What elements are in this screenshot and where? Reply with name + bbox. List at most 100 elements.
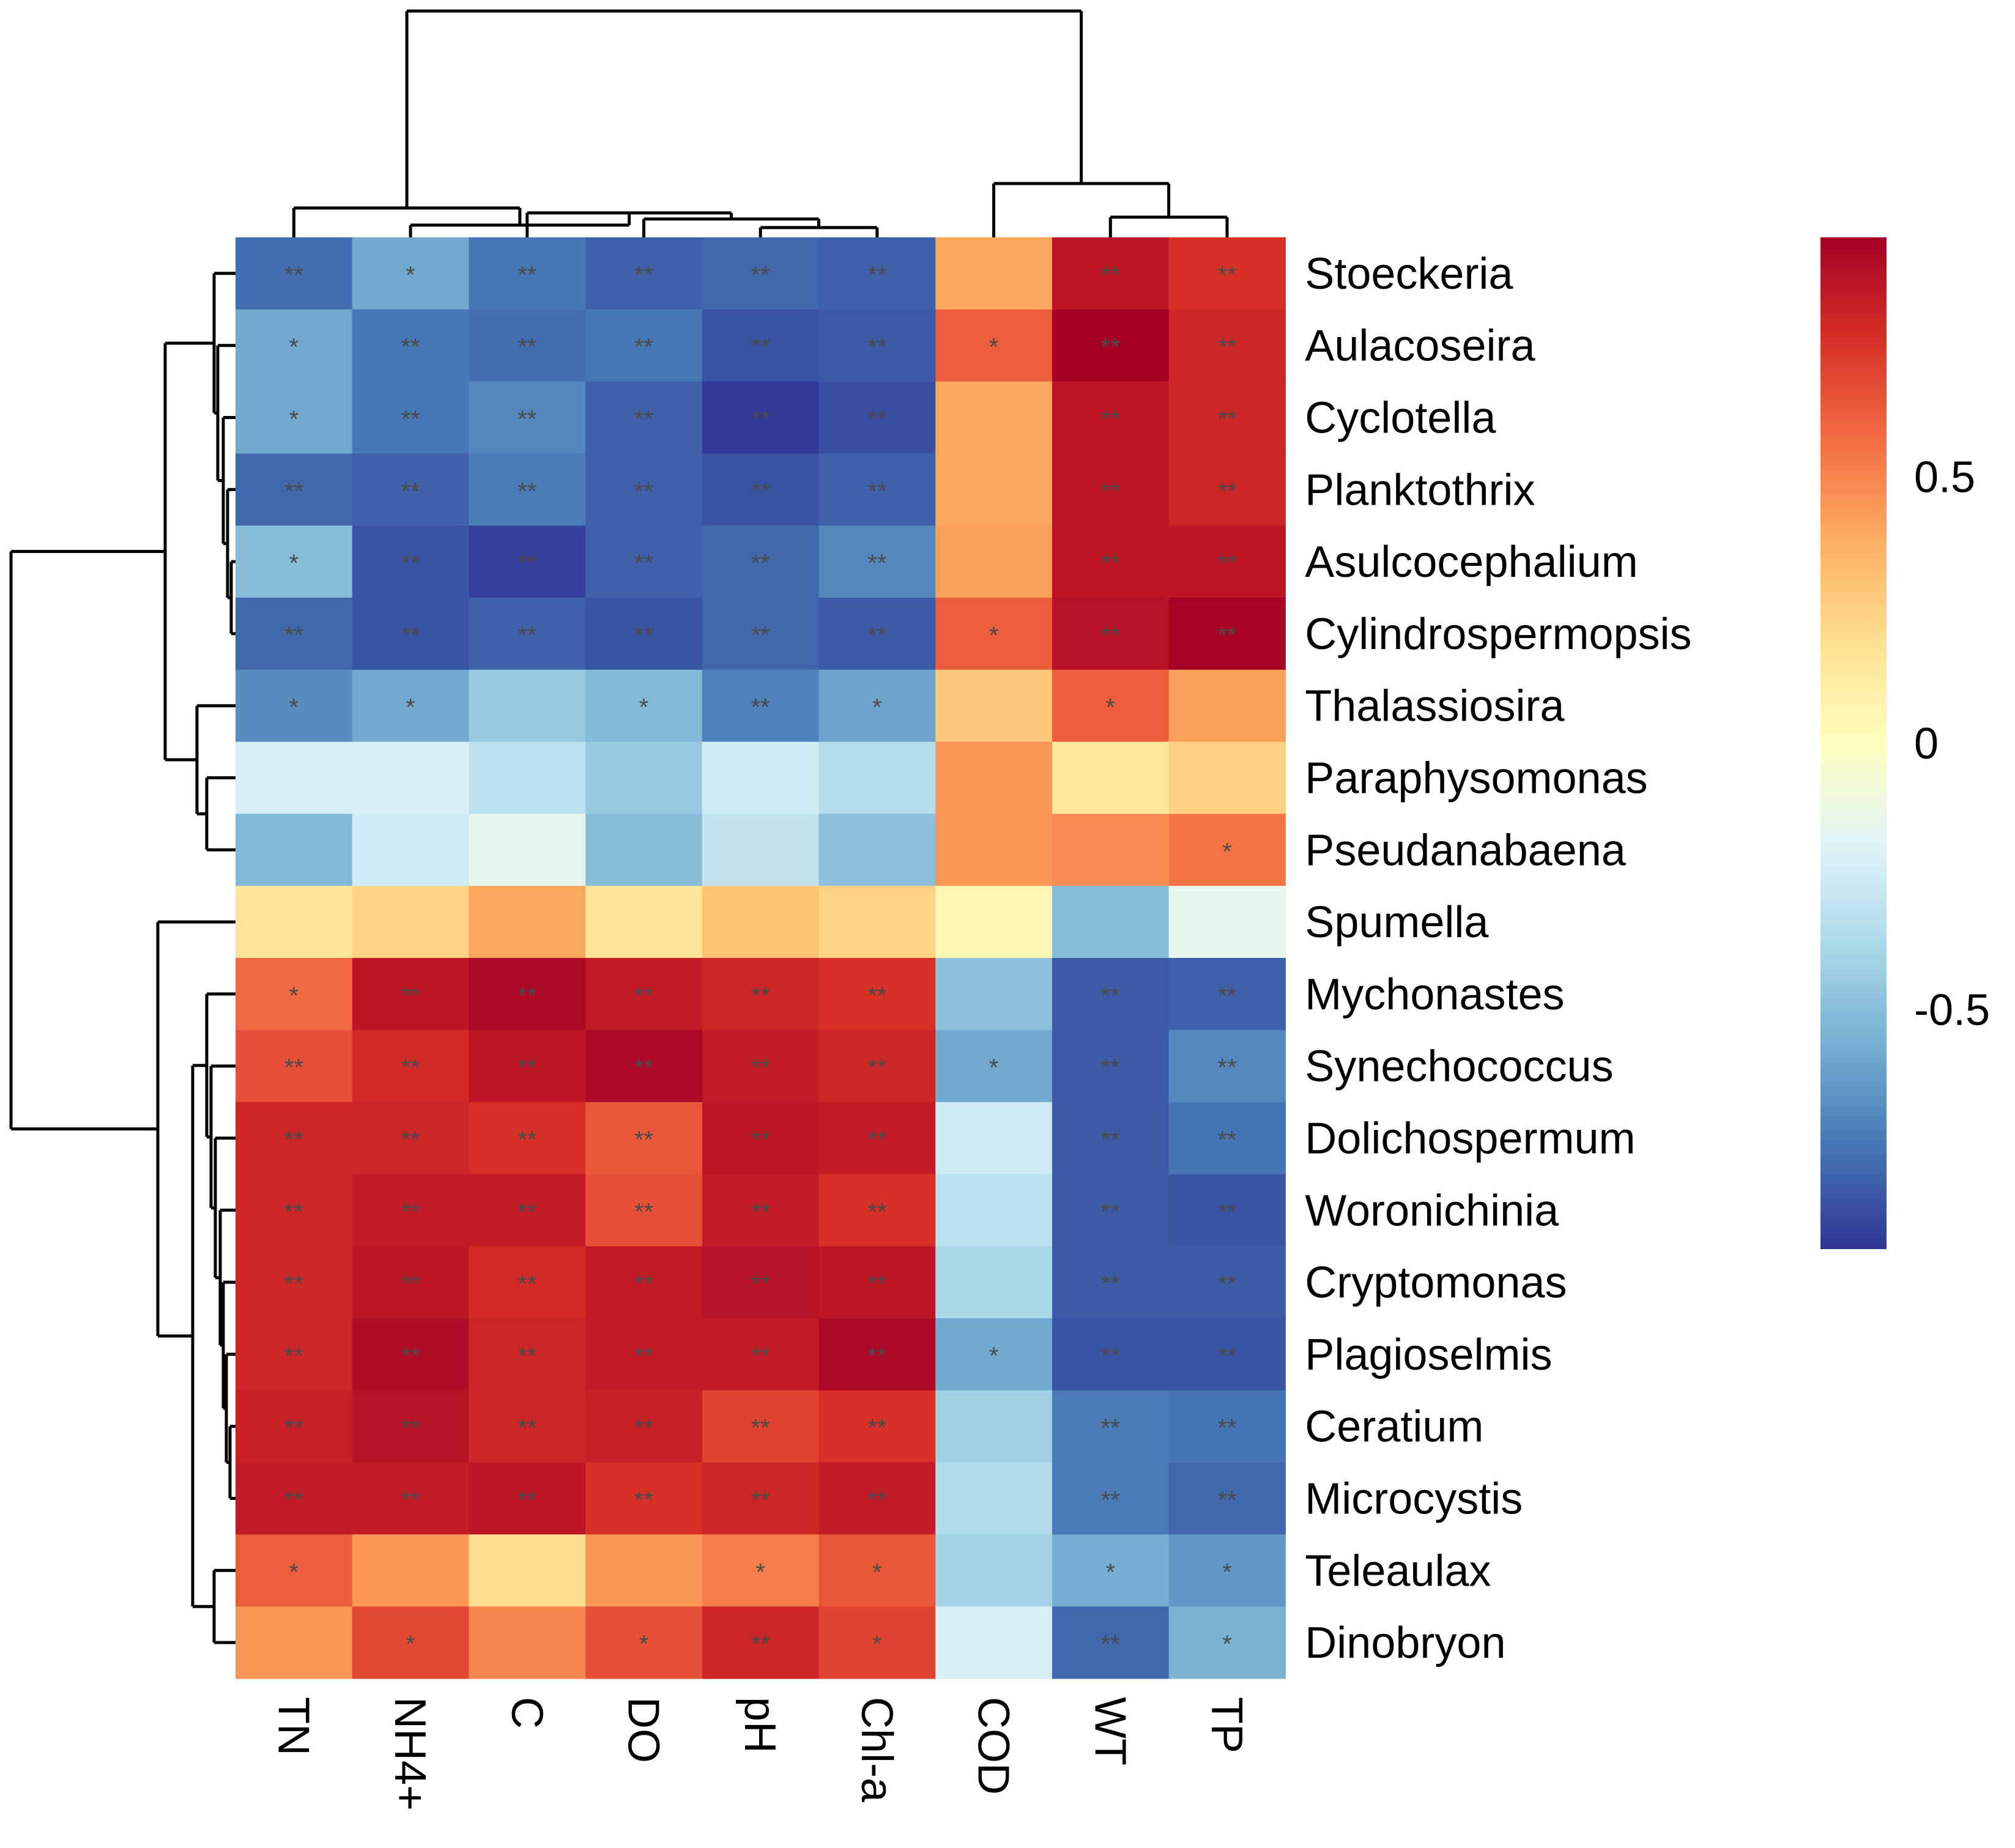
row-dendrogram bbox=[9, 272, 236, 1644]
cell-dinobryon-nh4 bbox=[352, 1606, 469, 1679]
sig-mark-aulacoseira-chl-a: ** bbox=[867, 334, 886, 361]
col-label-ph: pH bbox=[735, 1697, 784, 1753]
cell-teleaulax-tp bbox=[1168, 1534, 1286, 1607]
cell-cryptomonas-tp bbox=[1168, 1246, 1286, 1319]
cell-aulacoseira-chl-a bbox=[818, 309, 936, 382]
row-label-woronichinia: Woronichinia bbox=[1305, 1186, 1559, 1235]
cell-thalassiosira-tn bbox=[236, 669, 353, 743]
cell-aulacoseira-nh4 bbox=[352, 309, 469, 382]
sig-mark-aulacoseira-do: ** bbox=[634, 334, 653, 361]
row-labels: Stoeckeria Aulacoseira Cyclotella Planktoth… bbox=[1305, 250, 1691, 1668]
cell-synechococcus-tn bbox=[236, 1030, 353, 1103]
row-label-spumella: Spumella bbox=[1305, 898, 1489, 947]
sig-mark-dinobryon-do: * bbox=[639, 1631, 649, 1658]
sig-mark-microcystis-tn: ** bbox=[284, 1487, 303, 1514]
colorbar: 0.5 0 -0.5 bbox=[1820, 237, 1990, 1249]
cell-dolichospermum-chl-a bbox=[818, 1102, 936, 1174]
cell-ceratium-nh4 bbox=[352, 1390, 469, 1463]
row-label-dinobryon: Dinobryon bbox=[1305, 1619, 1505, 1668]
cell-teleaulax-chl-a bbox=[818, 1534, 936, 1607]
sig-mark-teleaulax-wt: * bbox=[1105, 1559, 1115, 1586]
cell-microcystis-tp bbox=[1168, 1462, 1286, 1535]
cell-cryptomonas-do bbox=[585, 1246, 703, 1319]
sig-mark-woronichinia-wt: ** bbox=[1101, 1198, 1120, 1225]
sig-mark-planktothrix-c: ** bbox=[518, 478, 536, 505]
sig-mark-planktothrix-do: ** bbox=[634, 478, 653, 505]
cell-cryptomonas-tn bbox=[236, 1246, 353, 1319]
cell-microcystis-cod bbox=[935, 1462, 1053, 1535]
sig-mark-dolichospermum-c: ** bbox=[518, 1127, 536, 1154]
sig-mark-plagioselmis-wt: ** bbox=[1101, 1343, 1120, 1370]
sig-mark-cyclotella-tn: * bbox=[289, 406, 299, 433]
cell-planktothrix-cod bbox=[935, 453, 1053, 526]
cell-ceratium-c bbox=[469, 1390, 586, 1463]
sig-mark-mychonastes-nh4: ** bbox=[401, 982, 420, 1009]
cell-stoeckeria-chl-a bbox=[818, 237, 936, 310]
cell-pseudanabaena-tn bbox=[236, 814, 353, 886]
cell-microcystis-do bbox=[585, 1462, 703, 1535]
cell-thalassiosira-chl-a bbox=[818, 669, 936, 743]
sig-mark-planktothrix-wt: ** bbox=[1101, 478, 1120, 505]
sig-mark-cylindrospermopsis-tp: ** bbox=[1217, 622, 1236, 649]
column-labels: TN NH4+ C DO pH Chl-a COD WT TP bbox=[269, 1697, 1251, 1811]
sig-mark-microcystis-chl-a: ** bbox=[867, 1487, 886, 1514]
cell-teleaulax-tn bbox=[236, 1534, 353, 1607]
row-label-teleaulax: Teleaulax bbox=[1305, 1546, 1491, 1595]
sig-mark-stoeckeria-ph: ** bbox=[751, 262, 770, 289]
col-label-tp: TP bbox=[1202, 1697, 1251, 1753]
cell-paraphysomonas-tp bbox=[1168, 741, 1286, 814]
row-label-cyclotella: Cyclotella bbox=[1305, 394, 1496, 443]
cell-paraphysomonas-chl-a bbox=[818, 741, 936, 814]
sig-mark-dolichospermum-do: ** bbox=[634, 1127, 653, 1154]
cell-cyclotella-tn bbox=[236, 381, 353, 454]
cell-stoeckeria-tp bbox=[1168, 237, 1286, 310]
sig-mark-synechococcus-c: ** bbox=[518, 1055, 536, 1082]
sig-mark-cryptomonas-nh4: ** bbox=[401, 1271, 420, 1297]
sig-mark-cryptomonas-wt: ** bbox=[1101, 1271, 1120, 1297]
cell-aulacoseira-do bbox=[585, 309, 703, 382]
significance-marks: ** * ** ** ** ** ** *** ** ** ** ** ** * ** *** ** ** ** **… bbox=[284, 262, 1237, 1658]
sig-mark-cyclotella-chl-a: ** bbox=[867, 406, 886, 433]
cell-paraphysomonas-c bbox=[469, 741, 586, 814]
cell-planktothrix-ph bbox=[702, 453, 820, 526]
sig-mark-cryptomonas-do: ** bbox=[634, 1271, 653, 1297]
sig-mark-microcystis-wt: ** bbox=[1101, 1487, 1120, 1514]
sig-mark-dolichospermum-tn: ** bbox=[284, 1127, 303, 1154]
cell-pseudanabaena-nh4 bbox=[352, 814, 469, 886]
sig-mark-woronichinia-ph: ** bbox=[751, 1198, 770, 1225]
sig-mark-stoeckeria-nh4: * bbox=[406, 262, 415, 289]
col-label-do: DO bbox=[618, 1697, 667, 1763]
sig-mark-ceratium-chl-a: ** bbox=[867, 1415, 886, 1442]
cell-cylindrospermopsis-do bbox=[585, 598, 703, 670]
cell-plagioselmis-cod bbox=[935, 1318, 1053, 1391]
row-label-synechococcus: Synechococcus bbox=[1305, 1042, 1613, 1091]
cell-mychonastes-nh4 bbox=[352, 958, 469, 1031]
cell-synechococcus-wt bbox=[1052, 1030, 1170, 1103]
cell-aulacoseira-ph bbox=[702, 309, 820, 382]
cell-synechococcus-cod bbox=[935, 1030, 1053, 1103]
cell-mychonastes-c bbox=[469, 958, 586, 1031]
sig-mark-stoeckeria-tp: ** bbox=[1217, 262, 1236, 289]
sig-mark-cyclotella-nh4: ** bbox=[401, 406, 420, 433]
sig-mark-aulacoseira-nh4: ** bbox=[401, 334, 420, 361]
cell-stoeckeria-wt bbox=[1052, 237, 1170, 310]
cell-woronichinia-chl-a bbox=[818, 1174, 936, 1247]
sig-mark-woronichinia-c: ** bbox=[518, 1198, 536, 1225]
sig-mark-cryptomonas-tn: ** bbox=[284, 1271, 303, 1297]
row-label-mychonastes: Mychonastes bbox=[1305, 970, 1564, 1019]
sig-mark-woronichinia-do: ** bbox=[634, 1198, 653, 1225]
cell-dolichospermum-wt bbox=[1052, 1102, 1170, 1174]
sig-mark-dolichospermum-ph: ** bbox=[751, 1127, 770, 1154]
sig-mark-mychonastes-chl-a: ** bbox=[867, 982, 886, 1009]
cell-cyclotella-tp bbox=[1168, 381, 1286, 454]
cell-paraphysomonas-tn bbox=[236, 741, 353, 814]
cell-teleaulax-c bbox=[469, 1534, 586, 1607]
sig-mark-pseudanabaena-tp: * bbox=[1222, 838, 1232, 865]
row-label-cylindrospermopsis: Cylindrospermopsis bbox=[1305, 610, 1691, 659]
cell-cryptomonas-wt bbox=[1052, 1246, 1170, 1319]
cell-cylindrospermopsis-ph bbox=[702, 598, 820, 670]
cell-mychonastes-tp bbox=[1168, 958, 1286, 1031]
sig-mark-dolichospermum-tp: ** bbox=[1217, 1127, 1236, 1154]
sig-mark-planktothrix-nh4: ** bbox=[401, 478, 420, 505]
